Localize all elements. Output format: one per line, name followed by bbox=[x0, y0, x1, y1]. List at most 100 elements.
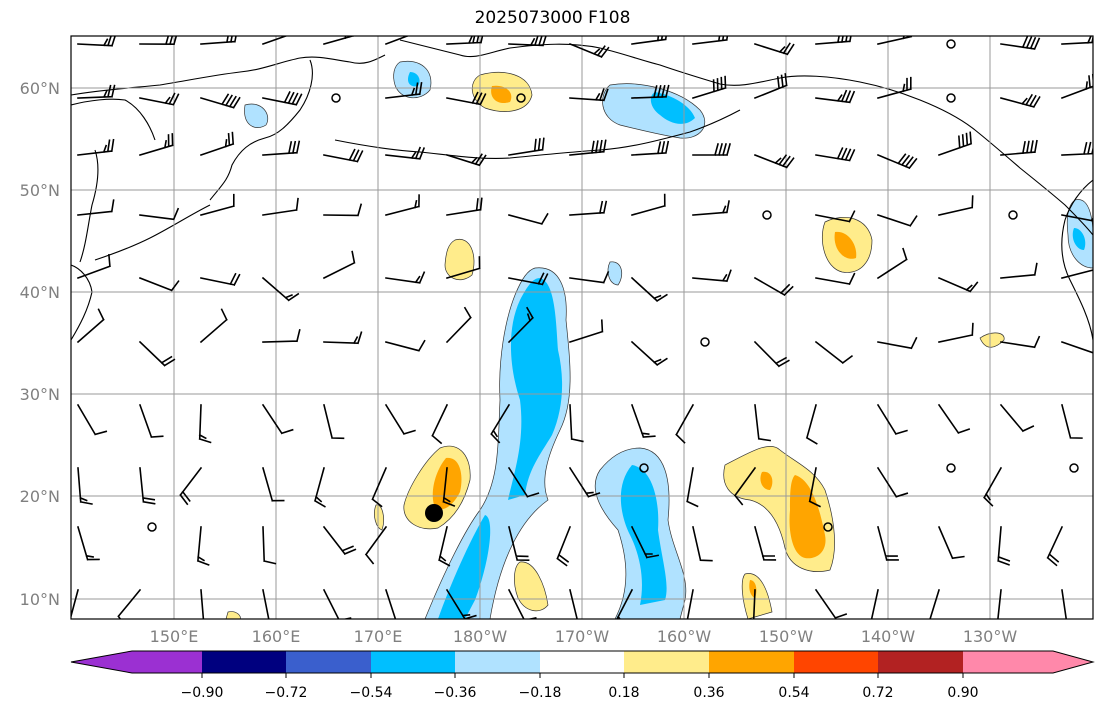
wind-barb bbox=[692, 200, 730, 216]
wind-barb bbox=[753, 73, 788, 100]
wind-barb bbox=[815, 89, 856, 104]
wind-barb bbox=[139, 92, 180, 106]
latitude-axis: 10°N 20°N 30°N 40°N 50°N 60°N bbox=[20, 79, 60, 609]
coast-aleutians bbox=[334, 109, 741, 159]
negative-anomaly-coast-core bbox=[1072, 228, 1086, 250]
wind-barb bbox=[507, 588, 537, 619]
wind-barb bbox=[752, 589, 756, 619]
cbar-tick-label: −0.36 bbox=[434, 685, 477, 701]
calm-wind-marker bbox=[823, 522, 833, 532]
calm-wind-marker bbox=[639, 463, 649, 473]
wind-barb bbox=[753, 340, 790, 368]
wind-barb bbox=[262, 197, 299, 216]
wind-barb bbox=[200, 93, 241, 109]
calm-wind-marker bbox=[516, 93, 526, 103]
wind-barb bbox=[815, 147, 856, 162]
wind-barb bbox=[877, 36, 913, 45]
shaded-field-layer bbox=[225, 60, 1093, 619]
wind-barb bbox=[630, 340, 668, 367]
wind-barb bbox=[937, 131, 973, 157]
positive-anomaly-small-5 bbox=[979, 332, 1005, 348]
wind-barb bbox=[508, 137, 545, 156]
negative-anomaly-core-east bbox=[620, 465, 667, 605]
wind-barb bbox=[997, 526, 1011, 566]
wind-barb bbox=[631, 84, 670, 99]
map-frame bbox=[70, 35, 1094, 620]
wind-barb bbox=[675, 403, 695, 444]
calm-wind-marker bbox=[946, 39, 956, 49]
wind-barb bbox=[1060, 73, 1093, 100]
colorbar-bin bbox=[286, 651, 371, 673]
colorbar-outline bbox=[70, 650, 1095, 674]
wind-barb bbox=[1000, 36, 1041, 50]
wind-barb bbox=[805, 404, 818, 445]
wind-barb bbox=[262, 329, 301, 343]
wind-barb bbox=[262, 140, 301, 156]
graticule bbox=[71, 36, 1093, 619]
positive-anomaly-small-2 bbox=[514, 561, 549, 612]
coast-siberia bbox=[71, 54, 386, 96]
wind-barb-layer bbox=[71, 36, 1093, 619]
wind-barb bbox=[261, 403, 294, 435]
wind-barb bbox=[616, 588, 634, 619]
negative-anomaly-alaska bbox=[602, 83, 706, 139]
wind-barb bbox=[1000, 93, 1041, 108]
lon-label-160w: 160°W bbox=[657, 627, 712, 646]
wind-barb bbox=[200, 193, 235, 216]
coast-okhotsk bbox=[71, 98, 156, 141]
lat-label-50: 50°N bbox=[20, 181, 60, 200]
negative-anomaly-small bbox=[607, 261, 623, 286]
wind-barb bbox=[876, 247, 908, 280]
wind-barb bbox=[323, 404, 345, 440]
negative-anomaly-core-central bbox=[508, 278, 563, 500]
wind-barb bbox=[438, 526, 451, 567]
wind-barb bbox=[322, 250, 356, 280]
wind-barb bbox=[196, 526, 210, 566]
wind-barb bbox=[198, 404, 212, 444]
wind-barb bbox=[630, 276, 668, 303]
wind-barb bbox=[261, 276, 300, 302]
wind-barb bbox=[385, 81, 423, 99]
positive-anomaly-small-3 bbox=[741, 573, 773, 619]
cbar-tick-label: −0.54 bbox=[350, 685, 393, 701]
coastline-layer bbox=[71, 39, 1093, 341]
wind-barb bbox=[77, 138, 115, 156]
wind-barb bbox=[753, 42, 795, 56]
calm-wind-marker bbox=[147, 522, 157, 532]
wind-barb bbox=[733, 466, 757, 506]
calm-wind-marker bbox=[762, 210, 772, 220]
colorbar-bin bbox=[540, 651, 624, 673]
wind-barb bbox=[569, 88, 609, 102]
wind-barb bbox=[877, 336, 918, 350]
wind-barb bbox=[507, 306, 534, 344]
wind-barb bbox=[754, 404, 772, 442]
wind-barb bbox=[508, 526, 530, 562]
wind-barb bbox=[1061, 269, 1093, 279]
map-title: 2025073000 F108 bbox=[474, 8, 631, 28]
wind-barb bbox=[1061, 36, 1093, 45]
wind-barb bbox=[77, 467, 93, 505]
lon-label-180: 180°W bbox=[453, 627, 508, 646]
wind-barb bbox=[692, 36, 729, 45]
coast-kamchatka bbox=[209, 59, 313, 201]
wind-barb bbox=[508, 36, 547, 47]
lon-label-170w: 170°W bbox=[555, 627, 610, 646]
wind-barb bbox=[262, 589, 270, 619]
wind-barb bbox=[508, 272, 549, 286]
wind-barb bbox=[262, 467, 285, 502]
colorbar bbox=[70, 650, 1095, 678]
positive-anomaly-bering-core bbox=[491, 85, 512, 104]
wind-barb bbox=[138, 403, 164, 439]
wind-barb bbox=[877, 526, 899, 561]
cbar-tick-label: 0.18 bbox=[608, 685, 639, 701]
wind-barb bbox=[569, 200, 608, 216]
wind-barb bbox=[815, 210, 856, 223]
wind-barb bbox=[445, 588, 477, 619]
wind-barb bbox=[385, 271, 426, 284]
wind-barb bbox=[364, 525, 388, 565]
wind-barb bbox=[568, 319, 604, 344]
negative-anomaly-kamchatka-core bbox=[407, 72, 420, 87]
wind-barb bbox=[814, 588, 848, 619]
lon-label-130w: 130°W bbox=[963, 627, 1018, 646]
wind-barb bbox=[568, 42, 610, 59]
